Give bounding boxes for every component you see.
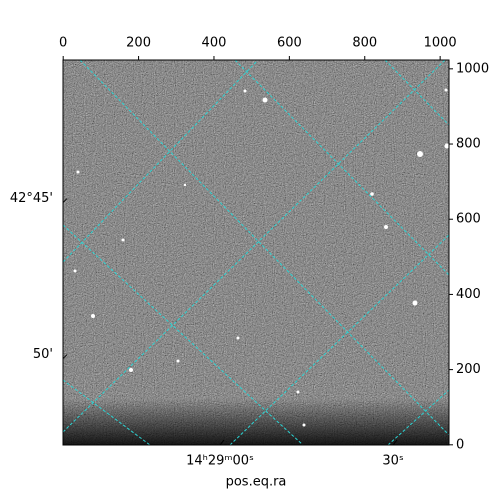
x-tick-label: 800 <box>352 36 377 51</box>
y-tick-label: 1000 <box>456 61 489 76</box>
y-tick-label: 600 <box>456 212 481 227</box>
image <box>63 60 449 445</box>
world-y-tick <box>62 198 68 203</box>
y-tick-label: 200 <box>456 362 481 377</box>
y-tick-label: 400 <box>456 287 481 302</box>
x-tick-label: 200 <box>126 36 151 51</box>
frame <box>62 59 450 446</box>
world-x-tick <box>219 439 225 446</box>
x-tick-label: 0 <box>59 36 67 51</box>
x-axis-label: pos.eq.ra <box>226 475 287 490</box>
world-x-tick <box>392 439 398 446</box>
world-y-tick-label: 42°45' <box>10 191 53 206</box>
world-x-tick-label: 14ʰ29ᵐ00ˢ <box>186 454 254 469</box>
world-y-tick-label: 50' <box>33 347 53 362</box>
coordinate-grid <box>63 60 449 445</box>
x-tick-label: 1000 <box>424 36 457 51</box>
y-tick-label: 0 <box>456 437 464 452</box>
world-y-tick <box>62 354 68 359</box>
y-tick-label: 800 <box>456 137 481 152</box>
x-tick-label: 400 <box>202 36 227 51</box>
world-x-tick-label: 30ˢ <box>382 454 404 469</box>
x-tick-label: 600 <box>277 36 302 51</box>
